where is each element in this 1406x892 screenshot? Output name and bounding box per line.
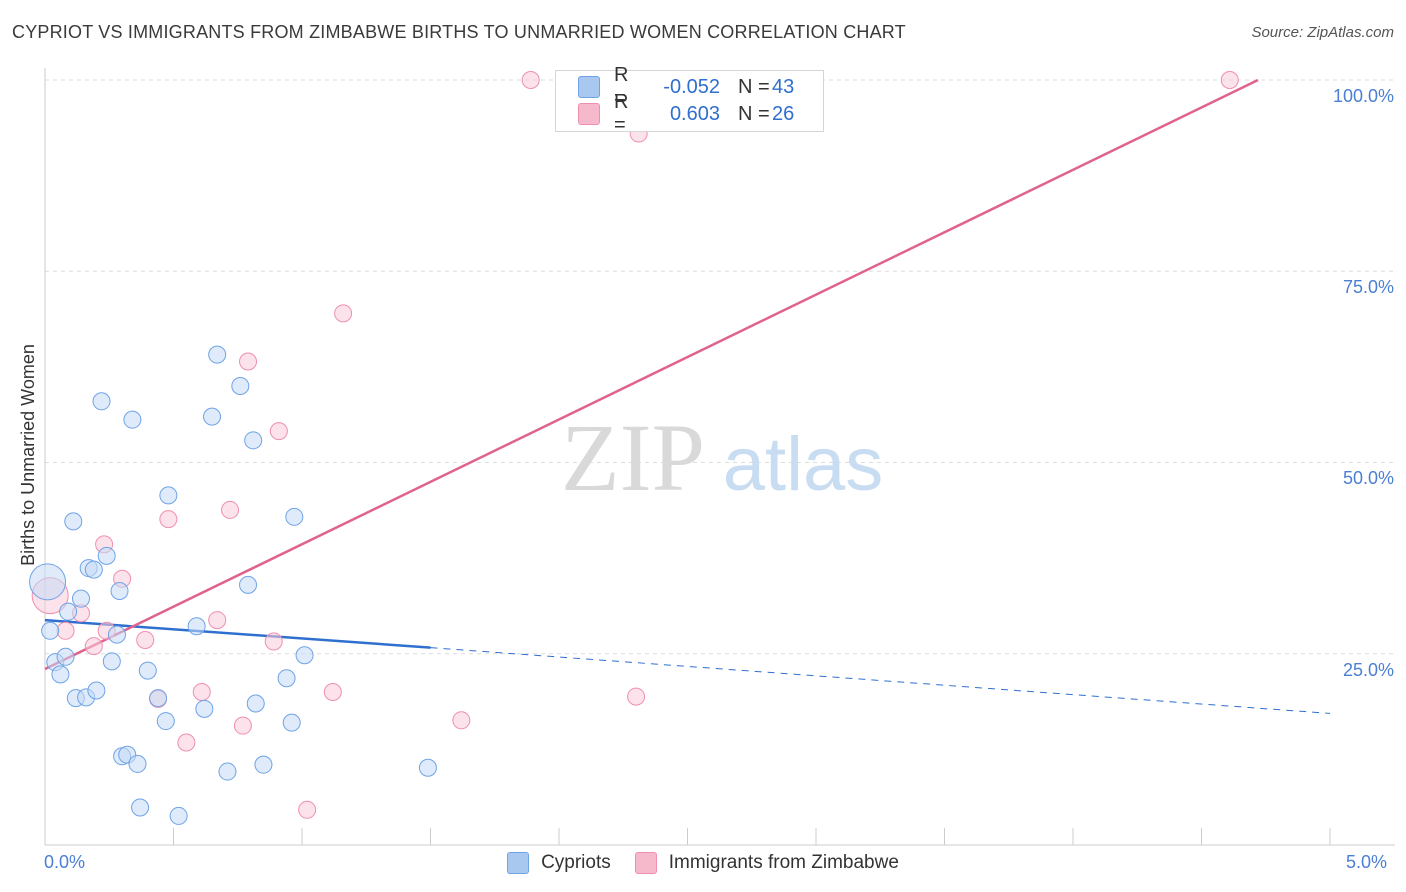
zimbabwe-point bbox=[452, 711, 471, 730]
legend-row-zimbabwe: R = 0.603 N = 26 bbox=[556, 91, 795, 136]
cypriot-point bbox=[285, 507, 304, 526]
cypriot-point bbox=[282, 713, 301, 732]
watermark: ZIP atlas bbox=[561, 404, 883, 511]
zimbabwe-point bbox=[221, 500, 240, 519]
zimbabwe-point bbox=[233, 716, 252, 735]
x-tick-label-min: 0.0% bbox=[44, 852, 86, 872]
cypriot-point bbox=[418, 758, 437, 777]
cypriot-point bbox=[123, 410, 142, 429]
zimbabwe-point bbox=[1220, 71, 1239, 89]
cypriot-point bbox=[41, 621, 60, 640]
legend-swatch-zimbabwe bbox=[578, 103, 600, 125]
watermark-zip: ZIP bbox=[561, 404, 705, 511]
y-tick-label: 75.0% bbox=[1342, 277, 1394, 297]
cypriot-point bbox=[159, 486, 178, 505]
chart-title: CYPRIOT VS IMMIGRANTS FROM ZIMBABWE BIRT… bbox=[12, 22, 906, 42]
y-tick-label: 50.0% bbox=[1342, 468, 1394, 488]
series-legend: Cypriots Immigrants from Zimbabwe bbox=[0, 852, 1406, 874]
data-points bbox=[29, 71, 1239, 825]
legend-n-value: 26 bbox=[772, 102, 795, 125]
y-tick-label: 25.0% bbox=[1342, 660, 1394, 680]
zimbabwe-point bbox=[177, 733, 196, 752]
legend-label-zimbabwe: Immigrants from Zimbabwe bbox=[668, 852, 899, 873]
cypriot-point bbox=[51, 665, 70, 684]
zimbabwe-point bbox=[136, 630, 155, 649]
legend-n-label: N = bbox=[738, 102, 770, 125]
cypriot-point bbox=[239, 575, 258, 594]
cypriot-point bbox=[156, 712, 175, 731]
cypriot-point bbox=[244, 431, 263, 450]
zimbabwe-point bbox=[627, 687, 646, 706]
zimbabwe-point bbox=[334, 304, 353, 323]
cypriot-point bbox=[254, 755, 273, 774]
zimbabwe-point bbox=[264, 632, 283, 651]
cypriot-point bbox=[246, 694, 265, 713]
legend-r-value: -0.052 bbox=[663, 75, 720, 98]
legend-swatch-zimbabwe bbox=[634, 852, 657, 874]
cypriot-point bbox=[110, 582, 129, 601]
cypriot-point bbox=[56, 647, 75, 666]
cypriot-point bbox=[97, 546, 116, 565]
cypriot-point bbox=[107, 625, 126, 644]
legend-n-label: N = bbox=[738, 75, 770, 98]
legend-swatch-cypriots bbox=[507, 852, 530, 874]
correlation-legend: R = -0.052 N = 43 R = 0.603 N = 26 bbox=[555, 64, 824, 136]
cypriot-point bbox=[169, 806, 188, 825]
cypriot-point bbox=[29, 563, 67, 601]
cypriot-point bbox=[149, 689, 168, 708]
legend-label-cypriots: Cypriots bbox=[541, 852, 611, 873]
cypriot-point bbox=[218, 762, 237, 781]
axes bbox=[44, 68, 1395, 846]
source-note: Source: ZipAtlas.com bbox=[1251, 24, 1394, 41]
legend-n-value: 43 bbox=[772, 75, 795, 98]
cypriot-point bbox=[203, 407, 222, 426]
zimbabwe-point bbox=[192, 683, 211, 701]
cypriot-point bbox=[92, 392, 111, 411]
watermark-atlas: atlas bbox=[723, 422, 884, 507]
zimbabwe-point bbox=[521, 71, 540, 89]
cypriot-point bbox=[59, 602, 78, 621]
zimbabwe-trend-line bbox=[44, 78, 1259, 671]
cypriot-point bbox=[138, 661, 157, 680]
trend-lines bbox=[44, 78, 1331, 714]
legend-item-cypriots[interactable]: Cypriots bbox=[507, 852, 611, 874]
cypriot-point bbox=[295, 646, 314, 665]
legend-r-value: 0.603 bbox=[669, 102, 720, 125]
zimbabwe-point bbox=[84, 637, 103, 656]
zimbabwe-point bbox=[269, 422, 288, 441]
y-axis-label: Births to Unmarried Women bbox=[18, 344, 38, 566]
zimbabwe-point bbox=[208, 611, 227, 630]
cypriot-point bbox=[71, 589, 90, 608]
legend-swatch-cypriots bbox=[578, 76, 600, 98]
legend-row-cypriots: R = -0.052 N = 43 bbox=[556, 64, 795, 109]
cypriot-point bbox=[195, 699, 214, 718]
zimbabwe-point bbox=[239, 352, 258, 371]
zimbabwe-point bbox=[56, 621, 75, 640]
cypriot-point bbox=[87, 681, 106, 700]
zimbabwe-point bbox=[298, 800, 317, 819]
x-tick-label-max: 5.0% bbox=[1346, 852, 1388, 872]
cypriot-point bbox=[187, 617, 206, 636]
cypriot-point bbox=[277, 669, 296, 688]
cypriot-point bbox=[64, 512, 83, 531]
cypriots-trend-extension bbox=[430, 647, 1331, 714]
cypriot-point bbox=[231, 377, 250, 395]
cypriot-point bbox=[128, 754, 147, 773]
cypriot-point bbox=[84, 560, 103, 579]
cypriot-point bbox=[131, 798, 150, 817]
zimbabwe-point bbox=[159, 510, 178, 529]
cypriot-point bbox=[208, 345, 227, 364]
legend-item-zimbabwe[interactable]: Immigrants from Zimbabwe bbox=[634, 852, 899, 874]
legend-r-label: R = bbox=[614, 91, 629, 136]
zimbabwe-point bbox=[323, 683, 342, 701]
legend-r-label: R = bbox=[614, 64, 629, 109]
y-tick-label: 100.0% bbox=[1332, 86, 1394, 106]
cypriot-point bbox=[102, 652, 121, 671]
